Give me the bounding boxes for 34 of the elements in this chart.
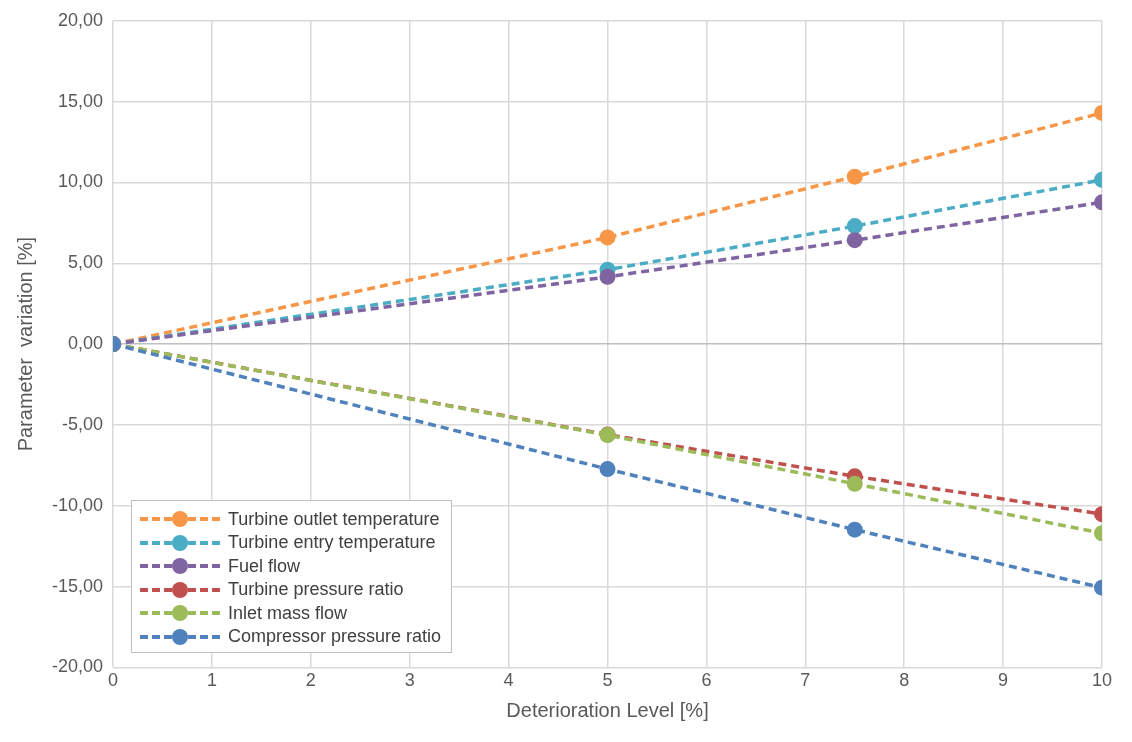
x-tick-label: 3 bbox=[404, 670, 415, 691]
y-tick-label: 0,00 bbox=[67, 333, 104, 354]
legend-label: Turbine entry temperature bbox=[228, 532, 436, 554]
legend-label: Inlet mass flow bbox=[228, 602, 348, 624]
x-tick-label: 2 bbox=[305, 670, 316, 691]
x-tick-label: 6 bbox=[701, 670, 712, 691]
y-tick-label: -20,00 bbox=[51, 656, 104, 677]
x-tick-label: 4 bbox=[503, 670, 514, 691]
y-tick-label: 10,00 bbox=[57, 171, 104, 192]
x-tick-label: 7 bbox=[800, 670, 811, 691]
y-tick-label: -5,00 bbox=[62, 413, 104, 434]
legend-label: Fuel flow bbox=[228, 555, 301, 577]
y-tick-label: 20,00 bbox=[57, 9, 104, 30]
legend-label: Compressor pressure ratio bbox=[228, 626, 442, 648]
point bbox=[846, 168, 863, 185]
x-tick-label: 5 bbox=[602, 670, 613, 691]
y-tick-label: -10,00 bbox=[51, 494, 104, 515]
point bbox=[846, 232, 863, 249]
y-axis-title: Parameter variation [%] bbox=[13, 236, 36, 452]
point bbox=[599, 268, 616, 285]
point bbox=[846, 218, 863, 235]
x-axis-title: Deterioration Level [%] bbox=[506, 698, 709, 721]
point bbox=[599, 229, 616, 246]
x-tick-label: 9 bbox=[998, 670, 1009, 691]
x-tick-label: 10 bbox=[1091, 670, 1113, 691]
point bbox=[846, 475, 863, 492]
x-tick-label: 8 bbox=[899, 670, 910, 691]
y-tick-label: 5,00 bbox=[67, 252, 104, 273]
legend-label: Turbine outlet temperature bbox=[228, 508, 440, 530]
x-tick-label: 1 bbox=[206, 670, 217, 691]
y-tick-label: 15,00 bbox=[57, 90, 104, 111]
x-tick-label: 0 bbox=[108, 670, 119, 691]
legend-label: Turbine pressure ratio bbox=[228, 579, 404, 601]
y-tick-label: -15,00 bbox=[51, 575, 104, 596]
